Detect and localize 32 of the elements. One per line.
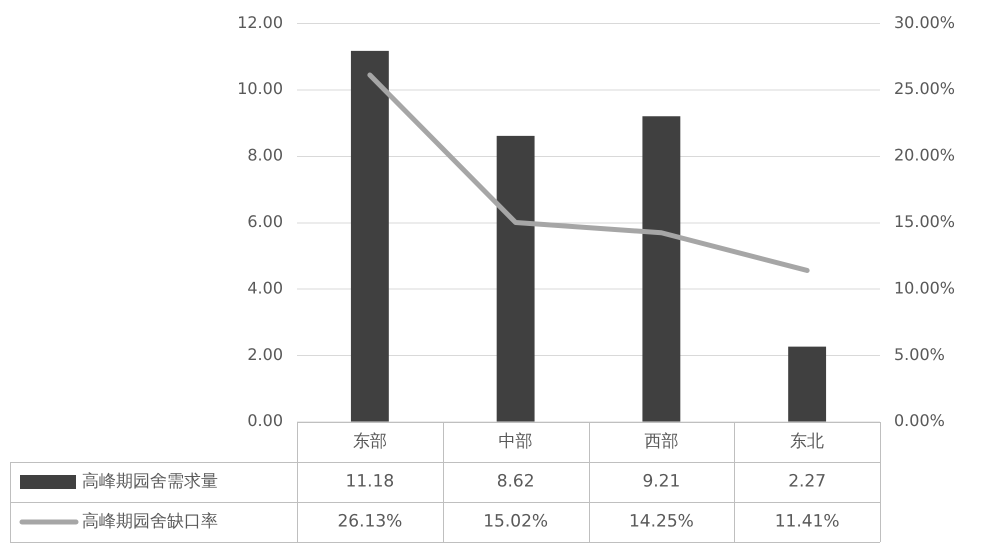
- y2-tick-label: 0.00%: [894, 411, 945, 430]
- y-tick-label: 0.00: [247, 411, 283, 430]
- y-tick-label: 10.00: [237, 79, 283, 98]
- legend-label: 高峰期园舍缺口率: [82, 511, 218, 532]
- data-label: 15.02%: [483, 511, 548, 532]
- data-label: 14.25%: [628, 511, 694, 532]
- y-tick-label: 4.00: [247, 278, 283, 298]
- data-label: 2.27: [788, 471, 826, 492]
- bar: [642, 116, 680, 422]
- y2-tick-label: 25.00%: [894, 79, 956, 98]
- y2-tick-label: 20.00%: [894, 146, 956, 165]
- y2-tick-label: 10.00%: [894, 278, 956, 298]
- y2-tick-label: 5.00%: [894, 344, 945, 364]
- x-tick-label: 东部: [352, 431, 387, 452]
- y2-tick-label: 30.00%: [894, 12, 956, 32]
- y-tick-label: 8.00: [247, 146, 283, 165]
- data-label: 9.21: [642, 471, 680, 492]
- bar: [350, 50, 389, 422]
- y-tick-label: 6.00: [247, 212, 283, 231]
- data-label: 11.41%: [774, 511, 840, 532]
- legend-label: 高峰期园舍需求量: [82, 471, 218, 492]
- y-tick-label: 2.00: [247, 344, 283, 364]
- data-label: 26.13%: [337, 511, 402, 532]
- bar: [788, 346, 826, 422]
- bar: [496, 136, 535, 422]
- y-tick-label: 12.00: [237, 12, 283, 32]
- x-tick-label: 中部: [498, 431, 533, 452]
- y2-tick-label: 15.00%: [894, 212, 956, 231]
- data-label: 8.62: [496, 471, 535, 492]
- data-label: 11.18: [346, 471, 394, 492]
- x-tick-label: 西部: [644, 431, 678, 452]
- x-tick-label: 东北: [790, 431, 824, 452]
